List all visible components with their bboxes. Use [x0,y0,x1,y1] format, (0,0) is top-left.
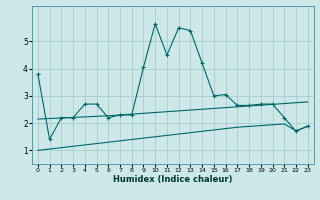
X-axis label: Humidex (Indice chaleur): Humidex (Indice chaleur) [113,175,233,184]
